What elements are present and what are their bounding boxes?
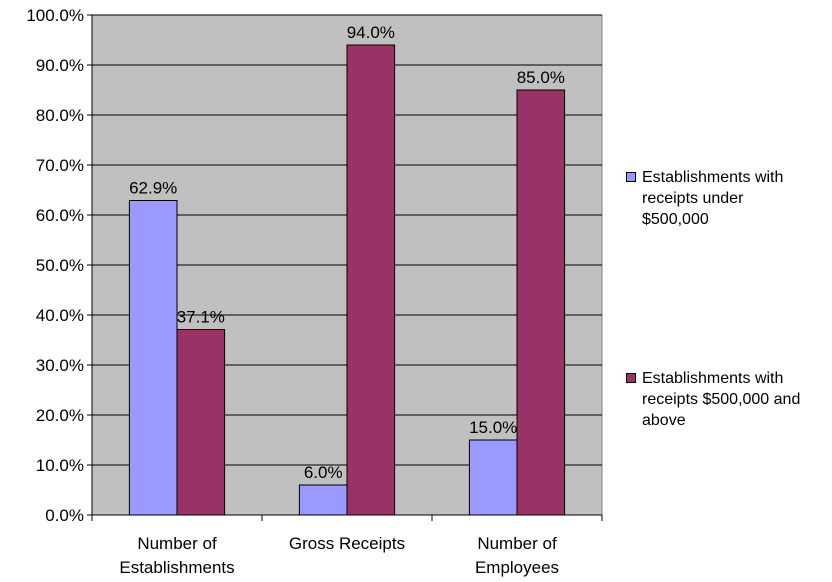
data-label: 37.1% xyxy=(177,308,225,327)
y-tick-labels: 0.0% 10.0% 20.0% 30.0% 40.0% 50.0% 60.0% 70.0% 8… xyxy=(26,6,84,525)
legend-label-500k-above: Establishments with receipts $500,000 an… xyxy=(642,370,801,429)
y-tick-label: 10.0% xyxy=(36,456,84,475)
category-label: Number of xyxy=(477,534,557,553)
axes xyxy=(87,14,603,521)
bars xyxy=(128,44,566,516)
legend-label-under-500k: Establishments with receipts under $500,… xyxy=(642,169,784,228)
bar xyxy=(128,200,178,516)
legend-entry-500k-above: Establishments with receipts $500,000 an… xyxy=(626,368,826,431)
y-tick-label: 20.0% xyxy=(36,406,84,425)
y-tick-label: 50.0% xyxy=(36,256,84,275)
legend-swatch-under-500k xyxy=(626,172,636,182)
y-tick-label: 90.0% xyxy=(36,56,84,75)
data-label: 6.0% xyxy=(304,463,343,482)
bar xyxy=(346,44,396,516)
data-labels: 62.9% 6.0% 15.0% 37.1% 94.0% 85.0% xyxy=(129,23,565,482)
category-labels: Number of Establishments Gross Receipts Num… xyxy=(119,534,559,577)
y-tick-label: 100.0% xyxy=(26,6,84,25)
bar xyxy=(298,484,348,516)
y-tick-label: 80.0% xyxy=(36,106,84,125)
bar xyxy=(468,439,518,516)
category-label: Employees xyxy=(475,558,559,577)
data-label: 94.0% xyxy=(347,23,395,42)
data-label: 15.0% xyxy=(469,418,517,437)
y-tick-label: 60.0% xyxy=(36,206,84,225)
category-label: Establishments xyxy=(119,558,234,577)
y-tick-label: 40.0% xyxy=(36,306,84,325)
y-tick-label: 30.0% xyxy=(36,356,84,375)
bar xyxy=(176,329,226,516)
category-label: Number of xyxy=(137,534,217,553)
y-tick-label: 70.0% xyxy=(36,156,84,175)
y-tick-label: 0.0% xyxy=(45,506,84,525)
category-label: Gross Receipts xyxy=(289,534,405,553)
legend-entry-under-500k: Establishments with receipts under $500,… xyxy=(626,167,826,230)
data-label: 62.9% xyxy=(129,179,177,198)
legend-swatch-500k-above xyxy=(626,373,636,383)
data-label: 85.0% xyxy=(517,68,565,87)
bar xyxy=(516,89,566,516)
